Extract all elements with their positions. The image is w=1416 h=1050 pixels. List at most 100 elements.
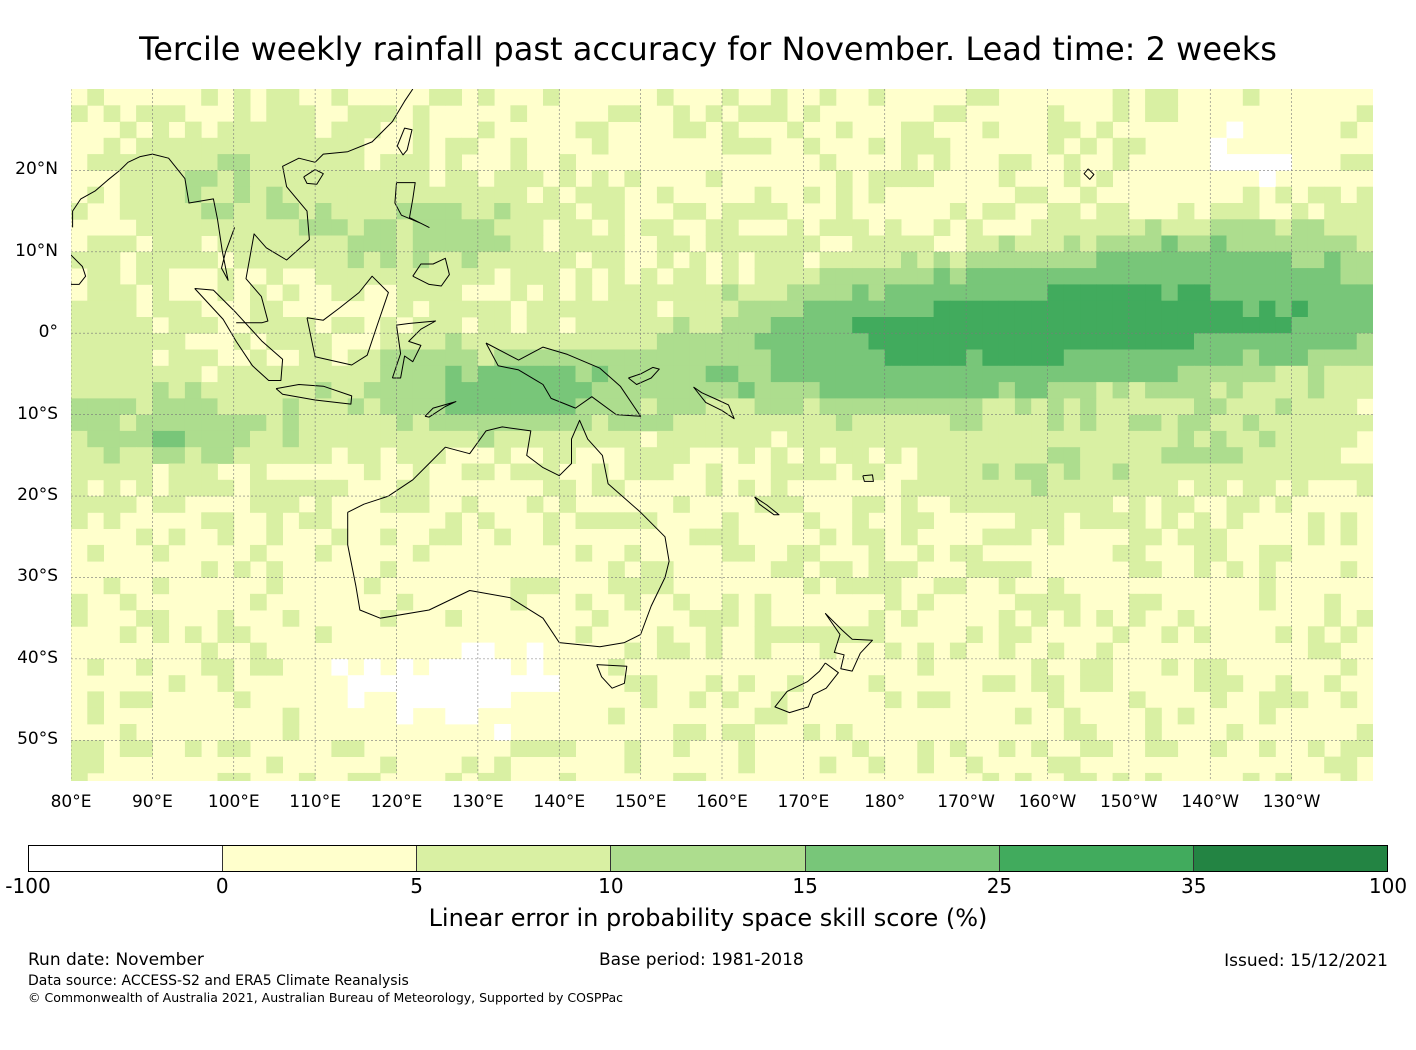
grid-cell <box>543 512 560 529</box>
grid-cell <box>510 203 528 220</box>
grid-cell <box>1242 203 1260 220</box>
grid-cell <box>689 414 707 432</box>
grid-cell <box>966 382 983 399</box>
colorbar-tick-label: 35 <box>1180 874 1207 898</box>
grid-cell <box>461 137 479 155</box>
grid-cell <box>136 317 153 334</box>
grid-cell <box>1242 447 1260 464</box>
grid-cell <box>380 675 397 692</box>
grid-cell <box>1226 268 1244 285</box>
grid-cell <box>526 740 544 757</box>
grid-cell <box>835 430 853 448</box>
grid-cell <box>803 724 821 741</box>
grid-cell <box>1291 251 1309 269</box>
grid-cell <box>510 382 528 399</box>
grid-cell <box>136 251 153 269</box>
grid-cell <box>363 414 381 432</box>
grid-cell <box>966 235 983 253</box>
grid-cell <box>1063 235 1081 253</box>
grid-cell <box>1210 235 1227 253</box>
grid-cell <box>494 317 511 334</box>
grid-cell <box>1324 642 1341 660</box>
grid-cell <box>1031 333 1048 350</box>
grid-cell <box>445 675 462 692</box>
grid-cell <box>949 349 967 367</box>
grid-cell <box>266 203 283 220</box>
grid-cell <box>1210 137 1227 155</box>
grid-cell <box>966 479 983 497</box>
grid-cell <box>87 365 104 383</box>
grid-cell <box>315 512 332 529</box>
grid-cell <box>884 577 902 595</box>
grid-cell <box>1031 251 1048 269</box>
grid-cell <box>656 365 674 383</box>
grid-cell <box>87 235 104 253</box>
grid-cell <box>184 219 202 236</box>
grid-cell <box>526 414 544 432</box>
grid-cell <box>445 382 462 399</box>
grid-cell <box>933 430 951 448</box>
grid-cell <box>445 772 462 781</box>
grid-cell <box>738 740 755 757</box>
grid-cell <box>510 577 528 595</box>
grid-cell <box>673 235 690 253</box>
grid-cell <box>168 414 186 432</box>
grid-cell <box>315 365 332 383</box>
grid-cell <box>331 658 349 676</box>
grid-cell <box>998 154 1016 171</box>
grid-cell <box>901 154 918 171</box>
grid-cell <box>266 268 283 285</box>
grid-cell <box>917 121 934 139</box>
grid-cell <box>1031 284 1048 302</box>
grid-cell <box>494 203 511 220</box>
grid-cell <box>201 463 218 481</box>
grid-cell <box>168 333 186 350</box>
grid-cell <box>1080 724 1097 741</box>
grid-cell <box>282 447 300 464</box>
grid-cell <box>608 300 625 318</box>
grid-cell <box>1275 496 1293 513</box>
grid-cell <box>445 154 462 171</box>
grid-cell <box>184 430 202 448</box>
grid-cell <box>71 496 88 513</box>
grid-cell <box>754 365 772 383</box>
grid-cell <box>917 365 934 383</box>
grid-cell <box>1112 626 1130 643</box>
grid-cell <box>1145 268 1162 285</box>
grid-cell <box>933 284 951 302</box>
grid-cell <box>1031 512 1048 529</box>
grid-cell <box>901 317 918 334</box>
grid-cell <box>103 365 121 383</box>
grid-cell <box>526 463 544 481</box>
grid-cell <box>917 479 934 497</box>
grid-cell <box>461 235 479 253</box>
grid-cell <box>966 333 983 350</box>
grid-cell <box>1112 154 1130 171</box>
latitude-label: 20°S <box>17 485 58 506</box>
grid-cell <box>266 300 283 318</box>
grid-cell <box>71 414 88 432</box>
grid-cell <box>1112 382 1130 399</box>
grid-cell <box>998 528 1016 546</box>
grid-cell <box>1080 300 1097 318</box>
grid-cell <box>608 658 625 676</box>
grid-cell <box>1242 349 1260 367</box>
grid-cell <box>1324 414 1341 432</box>
grid-cell <box>982 349 1000 367</box>
myanmar-india-coast <box>72 153 236 281</box>
grid-cell <box>901 121 918 139</box>
grid-cell <box>461 251 479 269</box>
grid-cell <box>1177 398 1195 416</box>
grid-cell <box>1096 512 1113 529</box>
grid-cell <box>982 496 1000 513</box>
grid-cell <box>477 463 495 481</box>
grid-cell <box>559 154 576 171</box>
grid-cell <box>396 235 414 253</box>
grid-cell <box>363 203 381 220</box>
grid-cell <box>412 219 430 236</box>
grid-cell <box>1275 463 1293 481</box>
grid-cell <box>1128 430 1146 448</box>
grid-cell <box>803 430 821 448</box>
grid-cell <box>266 479 283 497</box>
grid-cell <box>461 170 479 188</box>
